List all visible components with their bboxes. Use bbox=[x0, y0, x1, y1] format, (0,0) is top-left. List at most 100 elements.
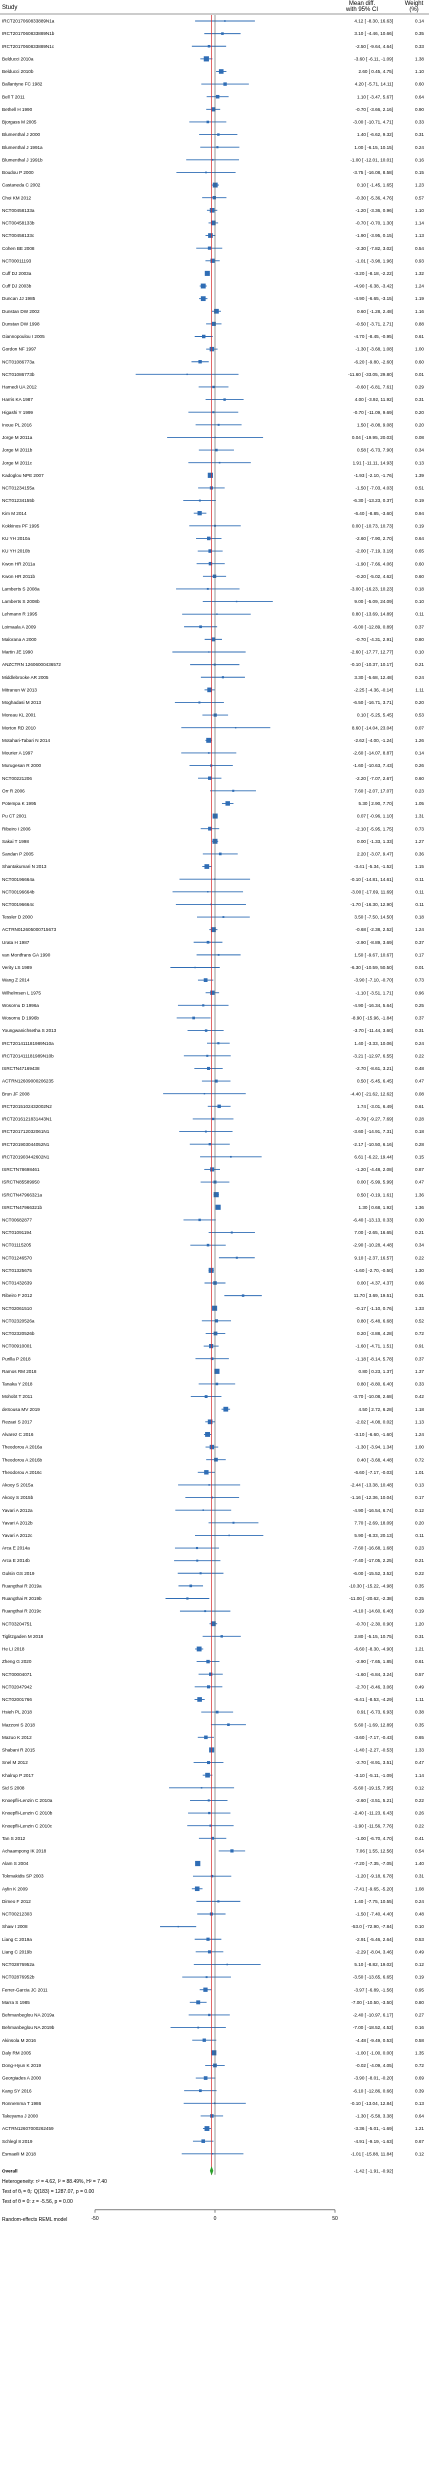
effect-marker bbox=[209, 1672, 213, 1676]
study-row: Wosornu D 1996b -8.90 [ -15.96, -1.84] 0.3… bbox=[2, 1016, 424, 1021]
effect-marker bbox=[215, 94, 220, 99]
study-label: NCT01115205 bbox=[2, 1243, 32, 1248]
study-weight: 0.17 bbox=[415, 1495, 424, 1500]
study-label: Kwon HR 2011b bbox=[2, 574, 36, 579]
study-row: NCT03204751 -0.70 [ -2.30, 0.90] 1.20 bbox=[2, 1621, 424, 1626]
study-weight: 0.80 bbox=[415, 2000, 424, 2005]
study-estimate: -11.60 [ -33.05, 29.80] bbox=[348, 372, 393, 377]
effect-marker bbox=[198, 499, 201, 502]
study-row: Takeyama J 2000 -1.30 [ -5.58, 3.38] 0.64 bbox=[2, 2114, 424, 2119]
study-row: Kokkinos PF 1995 0.00 [ -10.73, 10.73] 0.1… bbox=[2, 523, 424, 528]
study-weight: 0.11 bbox=[415, 612, 424, 617]
study-label: Inoue PL 2016 bbox=[2, 422, 32, 427]
study-label: Shaw I 2008 bbox=[2, 1924, 28, 1929]
study-label: Mitranun W 2013 bbox=[2, 687, 37, 692]
study-weight: 0.24 bbox=[415, 1041, 424, 1046]
study-weight: 1.36 bbox=[415, 1205, 424, 1210]
effect-marker bbox=[223, 398, 226, 401]
effect-marker bbox=[204, 1029, 208, 1032]
study-estimate: 1.50 [ -8.08, 9.08] bbox=[357, 422, 393, 427]
study-estimate: -7.20 [ -7.35, -7.05] bbox=[354, 1861, 393, 1866]
study-label: ISRCTN78698461 bbox=[2, 1167, 40, 1172]
study-estimate: -2.70 [ -8.91, 3.51] bbox=[355, 1760, 393, 1765]
study-weight: 1.37 bbox=[415, 1369, 424, 1374]
study-estimate: 5.10 [ -8.82, 19.02] bbox=[354, 1962, 393, 1967]
study-row: Hamedi UA 2012 -0.60 [ -6.81, 7.61] 0.29 bbox=[2, 385, 424, 390]
study-estimate: 7.00 [ -2.65, 16.65] bbox=[354, 1230, 393, 1235]
study-row: Tan S 2012 -1.00 [ -6.70, 4.70] 0.41 bbox=[2, 1836, 424, 1841]
study-label: ISRCTN47966321a bbox=[2, 1192, 43, 1197]
effect-marker bbox=[230, 1849, 234, 1853]
study-weight: 0.22 bbox=[415, 1798, 424, 1803]
effect-marker bbox=[211, 107, 216, 112]
study-label: Takeyama J 2000 bbox=[2, 2114, 38, 2119]
study-weight: 0.41 bbox=[415, 1836, 424, 1841]
effect-marker bbox=[228, 1534, 230, 1537]
effect-marker bbox=[196, 1646, 202, 1652]
study-weight: 0.08 bbox=[415, 435, 424, 440]
effect-marker bbox=[195, 1860, 201, 1867]
study-row: Zheng G 2020 -2.90 [ -7.65, 1.85] 0.61 bbox=[2, 1659, 424, 1664]
study-label: Knoepfli-Lenzin C 2010a bbox=[2, 1798, 53, 1803]
study-weight: 0.19 bbox=[415, 1975, 424, 1980]
overall-label: Overall bbox=[2, 2168, 18, 2173]
effect-marker bbox=[204, 1735, 208, 1740]
study-estimate: 1.40 [ -6.62, 9.32] bbox=[357, 132, 393, 137]
study-estimate: 7.70 [ -2.69, 18.09] bbox=[354, 1520, 393, 1525]
study-estimate: 0.00 [ -10.73, 10.73] bbox=[352, 523, 393, 528]
study-estimate: -6.40 [ -13.13, 0.33] bbox=[353, 1218, 393, 1223]
study-estimate: -2.29 [ -8.04, 3.46] bbox=[355, 1949, 393, 1954]
study-row: KU YH 2010b -2.00 [ -7.19, 3.19] 0.65 bbox=[2, 549, 424, 554]
study-row: Malorana A 2000 -0.70 [ -4.31, 2.91] 0.80 bbox=[2, 637, 424, 642]
study-label: Knoepfli-Lenzin C 2010b bbox=[2, 1811, 53, 1816]
study-row: Liang C 2019b -2.29 [ -8.04, 3.46] 0.49 bbox=[2, 1949, 424, 1954]
study-row: NCT01115205 -2.90 [ -10.28, 4.48] 0.34 bbox=[2, 1243, 424, 1248]
study-label: Harris KA 1987 bbox=[2, 397, 33, 402]
effect-marker bbox=[208, 651, 210, 653]
study-estimate: -1.90 [ -3.95, 0.15] bbox=[355, 233, 393, 238]
study-weight: 0.51 bbox=[415, 486, 424, 491]
study-row: ISRCTN47966321b 1.30 [ 0.68, 1.92] 1.36 bbox=[2, 1204, 424, 1210]
study-weight: 0.23 bbox=[415, 1546, 424, 1551]
study-estimate: -1.01 [ -3.98, 1.96] bbox=[355, 258, 393, 263]
study-estimate: 0.80 [ -13.69, 14.89] bbox=[352, 612, 393, 617]
study-row: Orr R 2006 7.60 [ -2.07, 17.07] 0.23 bbox=[2, 788, 424, 793]
study-label: Lamberts S 2008a bbox=[2, 587, 40, 592]
study-estimate: 9.00 [ -5.09, 24.09] bbox=[354, 599, 393, 604]
study-label: Boudou P 2000 bbox=[2, 170, 34, 175]
study-label: He LI 2018 bbox=[2, 1647, 25, 1652]
study-label: Mazzoni S 2018 bbox=[2, 1722, 35, 1727]
study-estimate: -1.16 [ -12.36, 10.04] bbox=[350, 1495, 393, 1500]
study-estimate: -4.70 [ -8.45, -0.95] bbox=[354, 334, 393, 339]
study-label: Daly RM 2005 bbox=[2, 2050, 32, 2055]
study-row: Yavari A 2012a -4.90 [ -16.54, 6.74] 0.12 bbox=[2, 1508, 424, 1513]
study-label: Kwon HR 2011a bbox=[2, 561, 36, 566]
study-label: KU YH 2010b bbox=[2, 549, 30, 554]
study-label: Alvarez C 2016 bbox=[2, 1432, 34, 1437]
study-estimate: -2.30 [ -7.82, 3.02] bbox=[355, 246, 393, 251]
study-estimate: -3.10 [ -5.11, -1.09] bbox=[354, 1773, 393, 1778]
effect-marker bbox=[210, 1167, 215, 1172]
study-label: Duncan JJ 1985 bbox=[2, 296, 36, 301]
study-label: Pu CT 2001 bbox=[2, 814, 27, 819]
header-effect-line2: with 95% CI bbox=[345, 7, 378, 13]
study-weight: 0.60 bbox=[415, 561, 424, 566]
study-weight: 0.24 bbox=[415, 1899, 424, 1904]
study-estimate: -4.90 [ -16.34, 5.64] bbox=[353, 1003, 393, 1008]
study-estimate: -2.10 [ -5.95, 1.75] bbox=[355, 826, 393, 831]
study-estimate: 2.20 [ -3.07, 9.47] bbox=[357, 852, 393, 857]
header-weight-line2: (%) bbox=[409, 7, 418, 13]
study-estimate: 1.40 [ -7.75, 10.55] bbox=[354, 1899, 393, 1904]
study-estimate: -3.60 [ -7.17, -0.43] bbox=[354, 1735, 393, 1740]
study-row: Theodorou A 2016a -1.30 [ -3.94, 1.34] 1.0… bbox=[2, 1445, 424, 1450]
overall-diamond bbox=[209, 2166, 214, 2176]
study-label: Belducci 2010a bbox=[2, 56, 34, 61]
study-weight: 0.64 bbox=[415, 2114, 424, 2119]
study-row: NCT01091194 7.00 [ -2.65, 16.65] 0.21 bbox=[2, 1230, 424, 1235]
effect-marker bbox=[211, 2153, 214, 2155]
effect-marker bbox=[208, 826, 212, 831]
study-row: Marra S 1985 -7.00 [ -10.50, -3.50] 0.80 bbox=[2, 2000, 424, 2005]
study-row: IRCT201712032061N1 -3.60 [ -14.91, 7.31] 0… bbox=[2, 1129, 424, 1134]
study-label: Khalrup P 2017 bbox=[2, 1773, 34, 1778]
study-estimate: 0.07 [ -0.96, 1.10] bbox=[357, 814, 393, 819]
